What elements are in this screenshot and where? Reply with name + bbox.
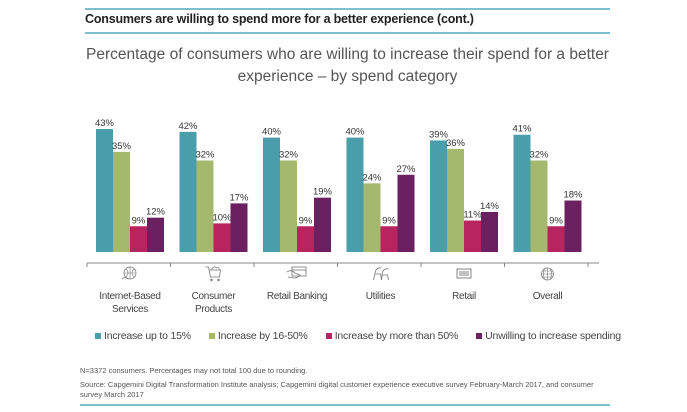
category-label-line: Consumer <box>191 291 236 302</box>
data-label: 40% <box>345 127 365 138</box>
data-label: 27% <box>396 164 416 175</box>
data-label: 36% <box>446 138 466 149</box>
bar <box>380 226 398 252</box>
data-label: 32% <box>529 149 549 160</box>
bar <box>96 129 113 252</box>
bar <box>314 197 331 252</box>
category-label: Utilities <box>339 290 423 303</box>
category-label: Retail <box>422 290 506 303</box>
data-label: 17% <box>229 192 249 203</box>
bar <box>213 223 231 252</box>
footnote: N=3372 consumers. Percentages may not to… <box>80 366 308 375</box>
data-label: 9% <box>549 215 563 226</box>
source-note: Source: Capgemini Digital Transformation… <box>80 380 594 399</box>
bar <box>147 217 164 252</box>
bar <box>179 131 197 252</box>
bar <box>464 220 481 252</box>
data-label: 24% <box>362 172 382 183</box>
category-label-line: Services <box>112 304 148 315</box>
category-label-line: Overall <box>532 291 563 302</box>
bar <box>196 160 214 252</box>
category-label: Retail Banking <box>255 290 339 303</box>
bar <box>346 137 364 252</box>
category-label-line: Internet-Based <box>99 291 161 302</box>
bar <box>280 160 297 252</box>
bar <box>230 203 248 252</box>
bar <box>130 226 147 252</box>
category-label-line: Retail <box>452 291 476 302</box>
chart-title: Percentage of consumers who are willing … <box>86 46 609 85</box>
globe-hand-icon <box>121 266 137 280</box>
section-header: Consumers are willing to spend more for … <box>85 12 474 26</box>
bar <box>547 226 565 252</box>
legend-label: Increase by more than 50% <box>334 330 459 342</box>
chairs-icon <box>373 267 389 281</box>
legend-item: Increase up to 15% <box>95 330 191 342</box>
category-label: Overall <box>506 290 590 303</box>
category-label-line: Utilities <box>365 291 396 302</box>
bottom-rule <box>80 404 610 406</box>
data-label: 39% <box>429 129 449 140</box>
bar <box>447 149 464 252</box>
data-label: 41% <box>512 124 532 135</box>
legend-label: Increase up to 15% <box>104 330 191 342</box>
data-label: 12% <box>146 207 166 218</box>
top-rule <box>85 8 610 10</box>
category-label-line: Products <box>194 304 233 315</box>
header-rule <box>85 32 610 34</box>
legend-label: Increase by 16-50% <box>217 330 308 342</box>
data-label: 9% <box>132 215 146 226</box>
data-label: 40% <box>262 127 282 138</box>
bar <box>297 226 314 252</box>
data-label: 9% <box>382 215 396 226</box>
bar <box>530 160 548 252</box>
data-label: 14% <box>480 201 500 212</box>
bar <box>564 200 582 252</box>
legend-item: Increase by more than 50% <box>325 330 459 342</box>
data-label: 10% <box>212 212 232 223</box>
data-label: 19% <box>313 187 333 198</box>
shopping-cart-icon <box>205 266 221 282</box>
globe-icon <box>541 267 554 281</box>
data-label: 35% <box>112 141 132 152</box>
legend-item: Increase by 16-50% <box>208 330 308 342</box>
data-label: 32% <box>195 149 215 160</box>
legend-swatch <box>476 333 483 339</box>
data-label: 43% <box>95 118 115 129</box>
bar <box>430 140 447 252</box>
bar <box>263 137 280 252</box>
legend-swatch <box>208 333 215 339</box>
bar <box>113 151 130 252</box>
barcode-scanner-icon <box>456 268 472 279</box>
legend: Increase up to 15% Increase by 16-50% Incr… <box>95 330 621 342</box>
legend-label: Unwilling to increase spending <box>485 330 621 342</box>
legend-swatch <box>325 333 332 339</box>
category-label: Internet-Based Services <box>88 290 172 316</box>
legend-swatch <box>95 333 101 339</box>
data-label: 11% <box>463 210 482 221</box>
bar <box>513 134 531 252</box>
bar <box>363 183 381 252</box>
category-label-line: Retail Banking <box>266 291 328 302</box>
data-label: 42% <box>178 121 198 132</box>
bar <box>397 174 415 252</box>
data-label: 32% <box>279 149 299 160</box>
credit-card-hand-icon <box>286 266 307 279</box>
data-label: 9% <box>299 215 313 226</box>
data-label: 18% <box>563 190 583 201</box>
category-label: Consumer Products <box>172 290 256 316</box>
bar <box>481 211 498 252</box>
legend-item: Unwilling to increase spending <box>476 330 621 342</box>
